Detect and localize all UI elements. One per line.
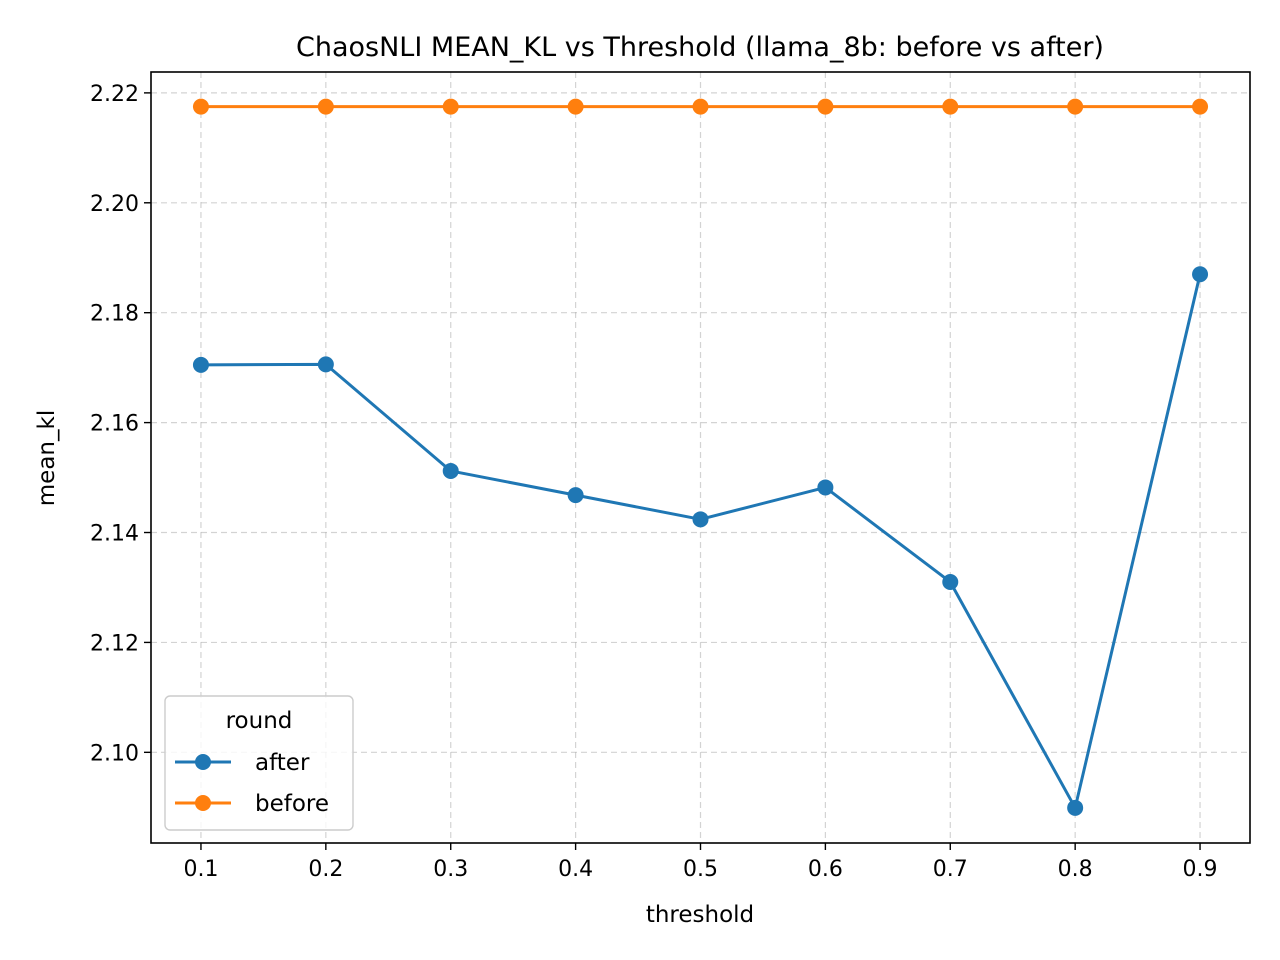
data-point-after (942, 573, 959, 590)
y-axis: 2.10 2.12 2.14 2.16 2.18 2.20 2.22 (90, 82, 151, 766)
x-tick-label: 0.1 (183, 857, 218, 882)
legend-marker (195, 795, 211, 811)
chart-title: ChaosNLI MEAN_KL vs Threshold (llama_8b:… (296, 32, 1104, 63)
data-point-after (1067, 799, 1084, 816)
data-point-after (1192, 266, 1209, 283)
y-tick-label: 2.14 (90, 522, 139, 547)
x-tick-label: 0.4 (558, 857, 593, 882)
x-tick-label: 0.6 (808, 857, 843, 882)
y-tick-label: 2.16 (90, 412, 139, 437)
data-point-after (442, 462, 459, 479)
x-tick-label: 0.2 (308, 857, 343, 882)
data-point-before (1192, 98, 1209, 115)
data-point-after (192, 356, 209, 373)
data-point-before (817, 98, 834, 115)
data-point-before (567, 98, 584, 115)
legend-item-after: after (175, 750, 310, 776)
data-point-after (567, 487, 584, 504)
y-tick-label: 2.18 (90, 302, 139, 327)
legend-item-before: before (175, 791, 329, 817)
data-point-after (817, 479, 834, 496)
data-point-before (192, 98, 209, 115)
legend-box (164, 695, 354, 831)
data-point-before (442, 98, 459, 115)
data-point-before (692, 98, 709, 115)
legend-items: after before (175, 750, 329, 817)
data-point-after (692, 511, 709, 528)
data-point-after (317, 356, 334, 373)
x-tick-label: 0.7 (933, 857, 968, 882)
series-after (192, 266, 1209, 816)
legend-label: after (255, 750, 310, 776)
y-tick-label: 2.10 (90, 741, 139, 766)
x-axis-label: threshold (646, 902, 754, 928)
y-tick-label: 2.22 (90, 82, 139, 107)
x-tick-label: 0.5 (683, 857, 718, 882)
legend-label: before (255, 791, 329, 817)
x-axis: 0.1 0.2 0.3 0.4 0.5 0.6 0.7 0.8 0.9 (183, 843, 1218, 882)
y-axis-label: mean_kl (34, 410, 60, 506)
legend: round after before (164, 695, 354, 831)
data-point-before (1067, 98, 1084, 115)
x-tick-label: 0.3 (433, 857, 468, 882)
series-before (192, 98, 1209, 115)
x-tick-label: 0.9 (1183, 857, 1218, 882)
y-tick-label: 2.12 (90, 631, 139, 656)
legend-title: round (226, 708, 293, 734)
data-point-before (942, 98, 959, 115)
series-layer (192, 98, 1209, 816)
data-point-before (317, 98, 334, 115)
y-tick-label: 2.20 (90, 192, 139, 217)
x-tick-label: 0.8 (1058, 857, 1093, 882)
legend-marker (195, 754, 211, 770)
